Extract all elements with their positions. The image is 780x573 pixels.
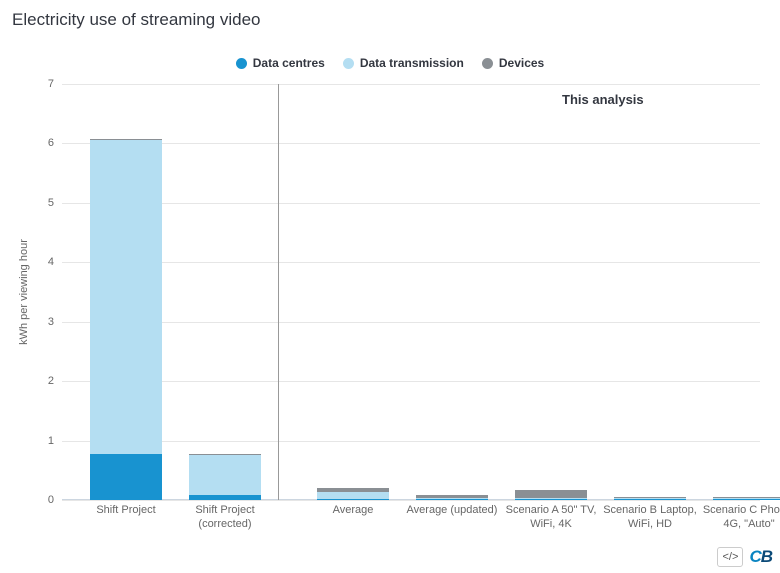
bar-segment-devices bbox=[614, 497, 686, 498]
legend-label: Data transmission bbox=[360, 56, 464, 70]
bar-segment-data_centres bbox=[713, 499, 780, 500]
bar-segment-data_centres bbox=[90, 454, 162, 500]
legend-swatch bbox=[236, 58, 247, 69]
code-icon: </> bbox=[722, 551, 738, 563]
gridline bbox=[62, 381, 760, 382]
legend-swatch bbox=[343, 58, 354, 69]
bar-segment-devices bbox=[713, 497, 780, 498]
gridline bbox=[62, 322, 760, 323]
bar-segment-data_transmission bbox=[317, 492, 389, 499]
bar-segment-data_transmission bbox=[416, 498, 488, 499]
gridline bbox=[62, 203, 760, 204]
x-label-average_updated: Average (updated) bbox=[404, 504, 500, 518]
bar-segment-data_transmission bbox=[614, 498, 686, 499]
section-divider bbox=[278, 84, 279, 500]
footer: </> CB bbox=[717, 547, 772, 567]
legend-item[interactable]: Data transmission bbox=[343, 56, 464, 70]
gridline bbox=[62, 84, 760, 85]
chart-container: Electricity use of streaming video Data … bbox=[0, 0, 780, 573]
y-tick-label: 1 bbox=[48, 435, 54, 447]
legend-item[interactable]: Devices bbox=[482, 56, 544, 70]
x-label-scenario_c: Scenario C Phone, 4G, "Auto" bbox=[701, 504, 780, 532]
bar-segment-devices bbox=[90, 139, 162, 140]
embed-button[interactable]: </> bbox=[717, 547, 743, 567]
legend-label: Data centres bbox=[253, 56, 325, 70]
plot-area: 01234567This analysis bbox=[62, 84, 760, 500]
x-label-shift_project: Shift Project bbox=[78, 504, 174, 518]
y-tick-label: 6 bbox=[48, 137, 54, 149]
legend: Data centres Data transmission Devices bbox=[0, 56, 780, 70]
x-label-scenario_a: Scenario A 50" TV, WiFi, 4K bbox=[503, 504, 599, 532]
y-tick-label: 5 bbox=[48, 197, 54, 209]
legend-item[interactable]: Data centres bbox=[236, 56, 325, 70]
x-label-shift_project_corrected: Shift Project (corrected) bbox=[177, 504, 273, 532]
x-axis-labels: Shift ProjectShift Project (corrected) Av… bbox=[62, 504, 760, 544]
brand-logo[interactable]: CB bbox=[749, 547, 772, 567]
gridline bbox=[62, 143, 760, 144]
bar-segment-data_transmission bbox=[189, 455, 261, 494]
legend-swatch bbox=[482, 58, 493, 69]
bar-segment-data_centres bbox=[416, 499, 488, 500]
bar-segment-data_transmission bbox=[713, 498, 780, 500]
gridline bbox=[62, 262, 760, 263]
y-tick-label: 4 bbox=[48, 256, 54, 268]
brand-b: B bbox=[761, 547, 772, 566]
x-label-scenario_b: Scenario B Laptop, WiFi, HD bbox=[602, 504, 698, 532]
y-tick-label: 0 bbox=[48, 494, 54, 506]
chart-title: Electricity use of streaming video bbox=[12, 10, 261, 30]
bar-segment-data_centres bbox=[317, 499, 389, 500]
bar-segment-devices bbox=[515, 490, 587, 498]
x-label-average: Average bbox=[305, 504, 401, 518]
legend-label: Devices bbox=[499, 56, 544, 70]
bar-segment-devices bbox=[416, 495, 488, 498]
brand-c: C bbox=[749, 547, 760, 566]
y-tick-label: 2 bbox=[48, 375, 54, 387]
annotation-this-analysis: This analysis bbox=[562, 92, 644, 107]
bar-segment-data_centres bbox=[189, 495, 261, 500]
bar-segment-devices bbox=[189, 454, 261, 455]
y-axis-label: kWh per viewing hour bbox=[18, 239, 30, 345]
gridline bbox=[62, 441, 760, 442]
y-tick-label: 7 bbox=[48, 78, 54, 90]
bar-segment-devices bbox=[317, 488, 389, 492]
bar-segment-data_transmission bbox=[90, 140, 162, 454]
bar-segment-data_centres bbox=[515, 499, 587, 500]
bar-segment-data_centres bbox=[614, 499, 686, 500]
bar-segment-data_transmission bbox=[515, 498, 587, 499]
y-tick-label: 3 bbox=[48, 316, 54, 328]
gridline bbox=[62, 500, 760, 501]
